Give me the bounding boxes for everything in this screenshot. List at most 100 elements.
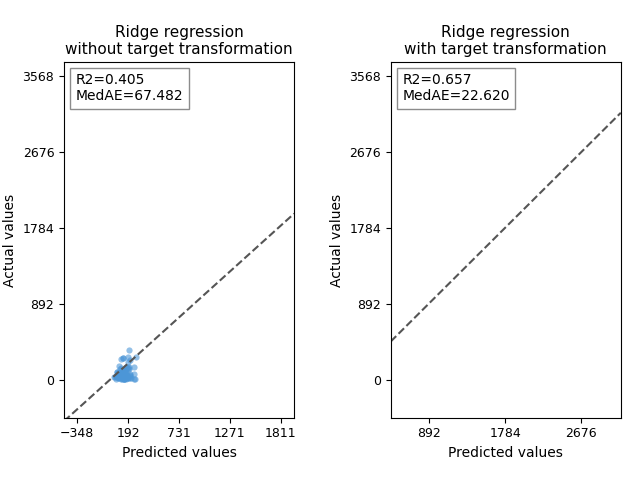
Point: [117, 374, 127, 382]
Point: [118, 369, 129, 377]
Point: [113, 370, 123, 378]
Point: [120, 370, 130, 377]
Point: [115, 372, 125, 380]
Point: [381, 373, 392, 381]
Point: [381, 370, 392, 377]
Point: [381, 375, 392, 383]
Point: [116, 374, 127, 382]
Point: [381, 369, 392, 377]
X-axis label: Predicted values: Predicted values: [122, 446, 236, 460]
Point: [381, 371, 392, 378]
Point: [117, 371, 127, 378]
Point: [381, 375, 392, 383]
Point: [116, 372, 126, 379]
Point: [381, 358, 392, 365]
Point: [122, 364, 132, 372]
Point: [115, 369, 125, 377]
Point: [381, 363, 392, 371]
Point: [381, 372, 392, 380]
Point: [381, 355, 392, 362]
Point: [381, 367, 392, 374]
Point: [130, 375, 140, 383]
Point: [115, 370, 125, 377]
Point: [381, 365, 392, 373]
Point: [381, 372, 392, 380]
Point: [381, 372, 392, 380]
Point: [381, 374, 392, 382]
Point: [121, 372, 131, 380]
Point: [125, 372, 135, 380]
Point: [381, 346, 392, 354]
Point: [381, 355, 392, 363]
Point: [116, 371, 126, 378]
Point: [381, 372, 392, 379]
Point: [113, 372, 123, 380]
Point: [381, 374, 392, 382]
Point: [381, 373, 392, 381]
Point: [121, 375, 131, 383]
Point: [124, 363, 134, 371]
Point: [117, 369, 127, 377]
Point: [381, 370, 392, 378]
Point: [115, 365, 125, 373]
Point: [381, 373, 392, 381]
Point: [381, 369, 392, 377]
Point: [111, 368, 122, 376]
Point: [381, 373, 392, 381]
Point: [381, 373, 392, 381]
Point: [381, 366, 392, 374]
Point: [381, 374, 392, 382]
Point: [381, 356, 392, 363]
Point: [116, 375, 126, 383]
Point: [381, 369, 392, 377]
Point: [381, 371, 392, 378]
Point: [381, 371, 392, 379]
Point: [381, 372, 392, 380]
Point: [120, 366, 131, 374]
Point: [381, 375, 392, 383]
Point: [113, 374, 124, 382]
Point: [381, 370, 392, 377]
Point: [381, 373, 392, 381]
Point: [381, 372, 392, 380]
Point: [121, 369, 131, 377]
Point: [381, 366, 392, 373]
Point: [381, 373, 392, 381]
Point: [118, 368, 129, 375]
Point: [129, 363, 139, 371]
Point: [120, 374, 130, 382]
Point: [381, 370, 392, 378]
Point: [120, 372, 130, 380]
Point: [129, 375, 139, 383]
Point: [120, 366, 130, 373]
Point: [114, 373, 124, 381]
Point: [381, 374, 392, 382]
Point: [381, 372, 392, 380]
Point: [381, 375, 392, 383]
X-axis label: Predicted values: Predicted values: [449, 446, 563, 460]
Point: [115, 369, 125, 377]
Point: [381, 374, 392, 382]
Point: [119, 373, 129, 381]
Point: [381, 373, 392, 381]
Point: [118, 373, 128, 381]
Point: [121, 374, 131, 382]
Point: [381, 374, 392, 382]
Point: [112, 368, 122, 376]
Point: [123, 374, 133, 382]
Point: [119, 375, 129, 383]
Point: [381, 374, 392, 382]
Point: [381, 365, 392, 373]
Point: [120, 367, 130, 375]
Point: [122, 373, 132, 381]
Point: [123, 363, 133, 371]
Point: [118, 355, 128, 362]
Point: [381, 373, 392, 381]
Text: R2=0.657
MedAE=22.620: R2=0.657 MedAE=22.620: [402, 73, 509, 103]
Point: [124, 365, 134, 373]
Point: [115, 370, 125, 378]
Point: [381, 373, 392, 381]
Point: [381, 372, 392, 380]
Point: [381, 365, 392, 373]
Point: [381, 367, 392, 375]
